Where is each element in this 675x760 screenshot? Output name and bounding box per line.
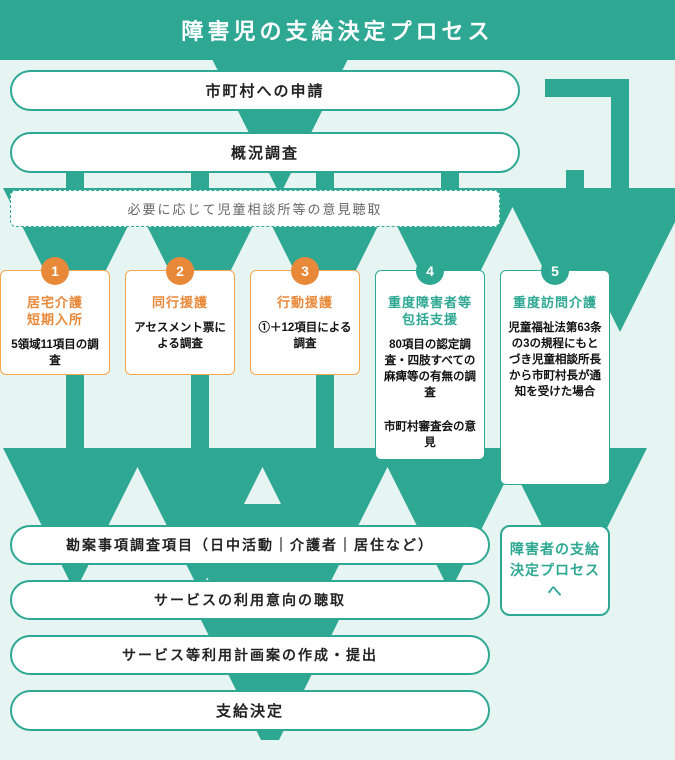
card-1-num: 1 xyxy=(41,257,69,285)
card-3-num: 3 xyxy=(291,257,319,285)
card-2: 2 同行援護 アセスメント票による調査 xyxy=(125,270,235,375)
diagram-container: 障害児の支給決定プロセス xyxy=(0,0,675,760)
card-5-num: 5 xyxy=(541,257,569,285)
card-3-title: 行動援護 xyxy=(257,295,353,312)
card-1-title: 居宅介護短期入所 xyxy=(7,295,103,329)
flow-area: 市町村への申請 概況調査 必要に応じて児童相談所等の意見聴取 1 居宅介護短期入… xyxy=(0,60,675,740)
card-2-title: 同行援護 xyxy=(132,295,228,312)
card-3-body: ①＋12項目による調査 xyxy=(257,320,353,352)
card-2-body: アセスメント票による調査 xyxy=(132,320,228,352)
card-4-body: 80項目の認定調査・四肢すべての麻痺等の有無の調査 xyxy=(382,337,478,401)
step-consider: 勘案事項調査項目（日中活動｜介護者｜居住など） xyxy=(10,525,490,565)
card-5-title: 重度訪問介護 xyxy=(507,295,603,312)
card-4: 4 重度障害者等包括支援 80項目の認定調査・四肢すべての麻痺等の有無の調査 市… xyxy=(375,270,485,460)
card-1-body: 5領域11項目の調査 xyxy=(7,337,103,369)
card-4-sub: 市町村審査会の意見 xyxy=(382,419,478,451)
card-2-num: 2 xyxy=(166,257,194,285)
card-4-num: 4 xyxy=(416,257,444,285)
step-survey: 概況調査 xyxy=(10,132,520,173)
card-4-title: 重度障害者等包括支援 xyxy=(382,295,478,329)
step-plan: サービス等利用計画案の作成・提出 xyxy=(10,635,490,675)
card-3: 3 行動援護 ①＋12項目による調査 xyxy=(250,270,360,375)
card-5-body: 児童福祉法第63条の3の規程にもとづき児童相談所長から市町村長が通知を受けた場合 xyxy=(507,320,603,400)
page-title: 障害児の支給決定プロセス xyxy=(0,0,675,60)
step-decision: 支給決定 xyxy=(10,690,490,731)
card-5: 5 重度訪問介護 児童福祉法第63条の3の規程にもとづき児童相談所長から市町村長… xyxy=(500,270,610,485)
link-adult-process[interactable]: 障害者の支給決定プロセスへ xyxy=(500,525,610,616)
step-apply: 市町村への申請 xyxy=(10,70,520,111)
step-intention: サービスの利用意向の聴取 xyxy=(10,580,490,620)
card-1: 1 居宅介護短期入所 5領域11項目の調査 xyxy=(0,270,110,375)
note-opinion: 必要に応じて児童相談所等の意見聴取 xyxy=(10,190,500,227)
link-text: 障害者の支給決定プロセスへ xyxy=(510,541,600,599)
